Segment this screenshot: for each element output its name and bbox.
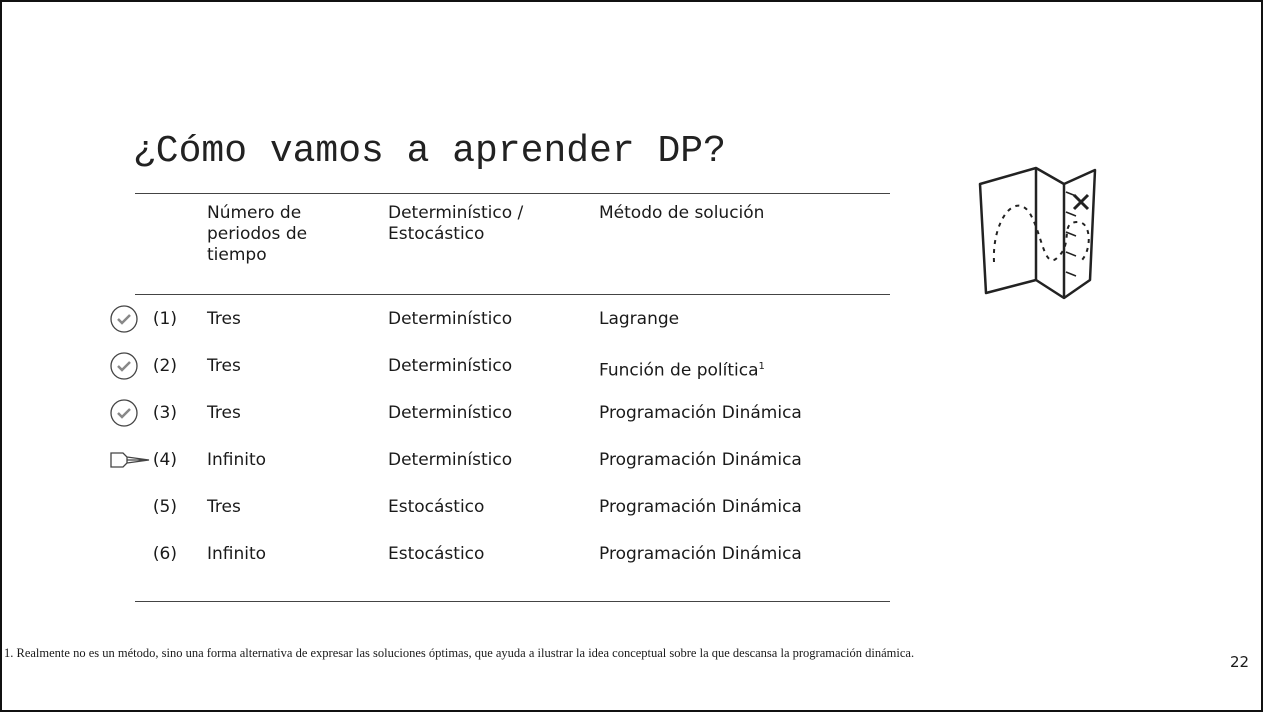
slide-title: ¿Cómo vamos a aprender DP? [133, 130, 726, 173]
table-cell: Función de política1 [599, 360, 765, 381]
table-cell: Programación Dinámica [599, 497, 802, 517]
page-number: 22 [1230, 653, 1250, 671]
row-number: (2) [152, 356, 177, 376]
footnote: 1. Realmente no es un método, sino una f… [4, 646, 915, 660]
header-cell: Método de solución [599, 203, 765, 223]
table-header-rule [135, 294, 890, 295]
row-number: (1) [152, 309, 177, 329]
table-cell: Programación Dinámica [599, 450, 802, 470]
table-cell: Lagrange [599, 309, 680, 329]
row-number: (4) [152, 450, 177, 470]
table-cell: Tres [207, 497, 241, 517]
table-cell: Infinito [207, 544, 267, 564]
table-cell: Determinístico [388, 403, 513, 423]
table-cell: Infinito [207, 450, 267, 470]
table-cell: Programación Dinámica [599, 403, 802, 423]
table-top-rule [135, 193, 890, 194]
table-cell: Estocástico [388, 497, 485, 517]
table-cell: Programación Dinámica [599, 544, 802, 564]
table-cell: Tres [207, 309, 241, 329]
table-cell: Determinístico [388, 356, 513, 376]
map-icon [978, 166, 1097, 300]
footnote-ref: 1 [758, 361, 765, 372]
header-cell: Número de periodos de tiempo [207, 203, 308, 265]
row-number: (3) [152, 403, 177, 423]
table-cell: Tres [207, 403, 241, 423]
table-cell: Estocástico [388, 544, 485, 564]
table-cell: Determinístico [388, 309, 513, 329]
row-number: (5) [152, 497, 177, 517]
row-icons [110, 305, 150, 468]
table-cell: Determinístico [388, 450, 513, 470]
row-number: (6) [152, 544, 177, 564]
header-cell: Determinístico / Estocástico [388, 203, 524, 244]
table-bottom-rule [135, 601, 890, 602]
table-cell: Tres [207, 356, 241, 376]
